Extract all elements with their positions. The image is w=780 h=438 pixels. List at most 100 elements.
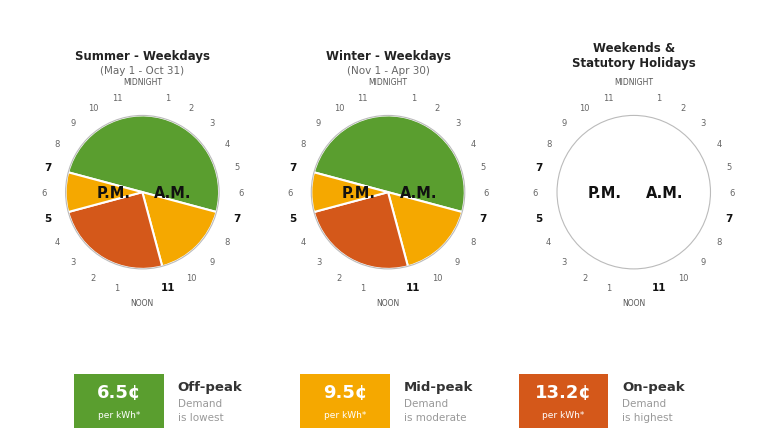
- Text: 10: 10: [88, 103, 98, 112]
- Text: On-peak: On-peak: [622, 380, 685, 393]
- Text: 5: 5: [726, 163, 732, 172]
- Text: 3: 3: [562, 258, 567, 266]
- Text: 1: 1: [606, 283, 611, 292]
- Text: Summer - Weekdays: Summer - Weekdays: [75, 49, 210, 63]
- Text: 8: 8: [300, 139, 306, 148]
- Text: 1: 1: [165, 94, 170, 102]
- Text: A.M.: A.M.: [154, 185, 192, 200]
- Text: 11: 11: [161, 283, 175, 293]
- Text: 10: 10: [432, 273, 442, 282]
- Text: 2: 2: [189, 103, 194, 112]
- Text: 3: 3: [455, 119, 460, 128]
- Text: 6: 6: [533, 188, 538, 197]
- Text: 11: 11: [603, 94, 614, 102]
- Text: 6: 6: [41, 188, 47, 197]
- Text: NOON: NOON: [377, 298, 399, 307]
- Text: MIDNIGHT: MIDNIGHT: [122, 78, 161, 87]
- Wedge shape: [314, 116, 465, 212]
- Text: 4: 4: [300, 237, 306, 246]
- Text: 9: 9: [209, 258, 215, 266]
- Text: 8: 8: [225, 237, 230, 246]
- Text: 1: 1: [411, 94, 416, 102]
- Text: 10: 10: [678, 273, 688, 282]
- Text: (Nov 1 - Apr 30): (Nov 1 - Apr 30): [346, 66, 430, 76]
- Text: 5: 5: [235, 163, 240, 172]
- Text: P.M.: P.M.: [96, 185, 130, 200]
- Text: 5: 5: [44, 213, 51, 223]
- Text: 5: 5: [480, 163, 486, 172]
- Wedge shape: [66, 173, 142, 212]
- Text: 7: 7: [289, 162, 297, 172]
- FancyBboxPatch shape: [519, 374, 608, 427]
- Text: per kWh*: per kWh*: [324, 410, 367, 419]
- Text: 1: 1: [115, 283, 119, 292]
- Wedge shape: [142, 193, 217, 267]
- Text: 3: 3: [700, 119, 706, 128]
- Text: 4: 4: [55, 237, 60, 246]
- Text: Demand: Demand: [404, 399, 448, 409]
- Wedge shape: [68, 193, 162, 269]
- Text: MIDNIGHT: MIDNIGHT: [368, 78, 407, 87]
- Text: 9: 9: [700, 258, 706, 266]
- Text: Demand: Demand: [622, 399, 667, 409]
- FancyBboxPatch shape: [74, 374, 164, 427]
- Text: 3: 3: [209, 119, 215, 128]
- Text: Demand: Demand: [178, 399, 222, 409]
- Text: 6: 6: [729, 188, 735, 197]
- Text: 11: 11: [406, 283, 420, 293]
- Text: per kWh*: per kWh*: [98, 410, 140, 419]
- Text: 11: 11: [652, 283, 666, 293]
- Text: 10: 10: [334, 103, 344, 112]
- Text: 2: 2: [582, 273, 587, 282]
- Text: 2: 2: [90, 273, 96, 282]
- Text: 4: 4: [225, 139, 230, 148]
- Text: 11: 11: [357, 94, 368, 102]
- Text: 3: 3: [70, 258, 76, 266]
- Text: Mid-peak: Mid-peak: [404, 380, 473, 393]
- Text: P.M.: P.M.: [587, 185, 622, 200]
- Text: 1: 1: [657, 94, 661, 102]
- Text: 8: 8: [55, 139, 60, 148]
- Text: 7: 7: [479, 213, 487, 223]
- Text: 4: 4: [716, 139, 722, 148]
- Text: 6: 6: [484, 188, 489, 197]
- Text: 10: 10: [186, 273, 197, 282]
- Wedge shape: [388, 193, 463, 267]
- Text: 11: 11: [112, 94, 122, 102]
- Text: 7: 7: [233, 213, 241, 223]
- Text: 2: 2: [336, 273, 342, 282]
- Text: 4: 4: [546, 237, 551, 246]
- Text: per kWh*: per kWh*: [542, 410, 585, 419]
- Text: 5: 5: [535, 213, 543, 223]
- Wedge shape: [314, 193, 408, 269]
- Text: 9: 9: [562, 119, 567, 128]
- Text: is moderate: is moderate: [404, 412, 466, 422]
- Text: 2: 2: [680, 103, 686, 112]
- Text: 1: 1: [360, 283, 365, 292]
- Text: 9.5¢: 9.5¢: [323, 383, 367, 401]
- Text: 7: 7: [725, 213, 732, 223]
- Text: is highest: is highest: [622, 412, 673, 422]
- Wedge shape: [68, 116, 219, 212]
- Text: Statutory Holidays: Statutory Holidays: [572, 57, 696, 70]
- Wedge shape: [311, 173, 388, 212]
- Text: 10: 10: [580, 103, 590, 112]
- Text: Winter - Weekdays: Winter - Weekdays: [325, 49, 451, 63]
- FancyBboxPatch shape: [300, 374, 390, 427]
- Text: is lowest: is lowest: [178, 412, 223, 422]
- Text: NOON: NOON: [622, 298, 645, 307]
- Text: 6: 6: [238, 188, 243, 197]
- Text: 9: 9: [70, 119, 76, 128]
- Text: A.M.: A.M.: [646, 185, 683, 200]
- Text: 2: 2: [434, 103, 440, 112]
- Text: MIDNIGHT: MIDNIGHT: [615, 78, 654, 87]
- Text: P.M.: P.M.: [342, 185, 376, 200]
- Text: 4: 4: [470, 139, 476, 148]
- Text: 9: 9: [316, 119, 321, 128]
- Text: 7: 7: [535, 162, 543, 172]
- Text: 6.5¢: 6.5¢: [97, 383, 141, 401]
- Text: NOON: NOON: [131, 298, 154, 307]
- Text: 7: 7: [44, 162, 51, 172]
- Text: Off-peak: Off-peak: [178, 380, 243, 393]
- Text: 8: 8: [470, 237, 476, 246]
